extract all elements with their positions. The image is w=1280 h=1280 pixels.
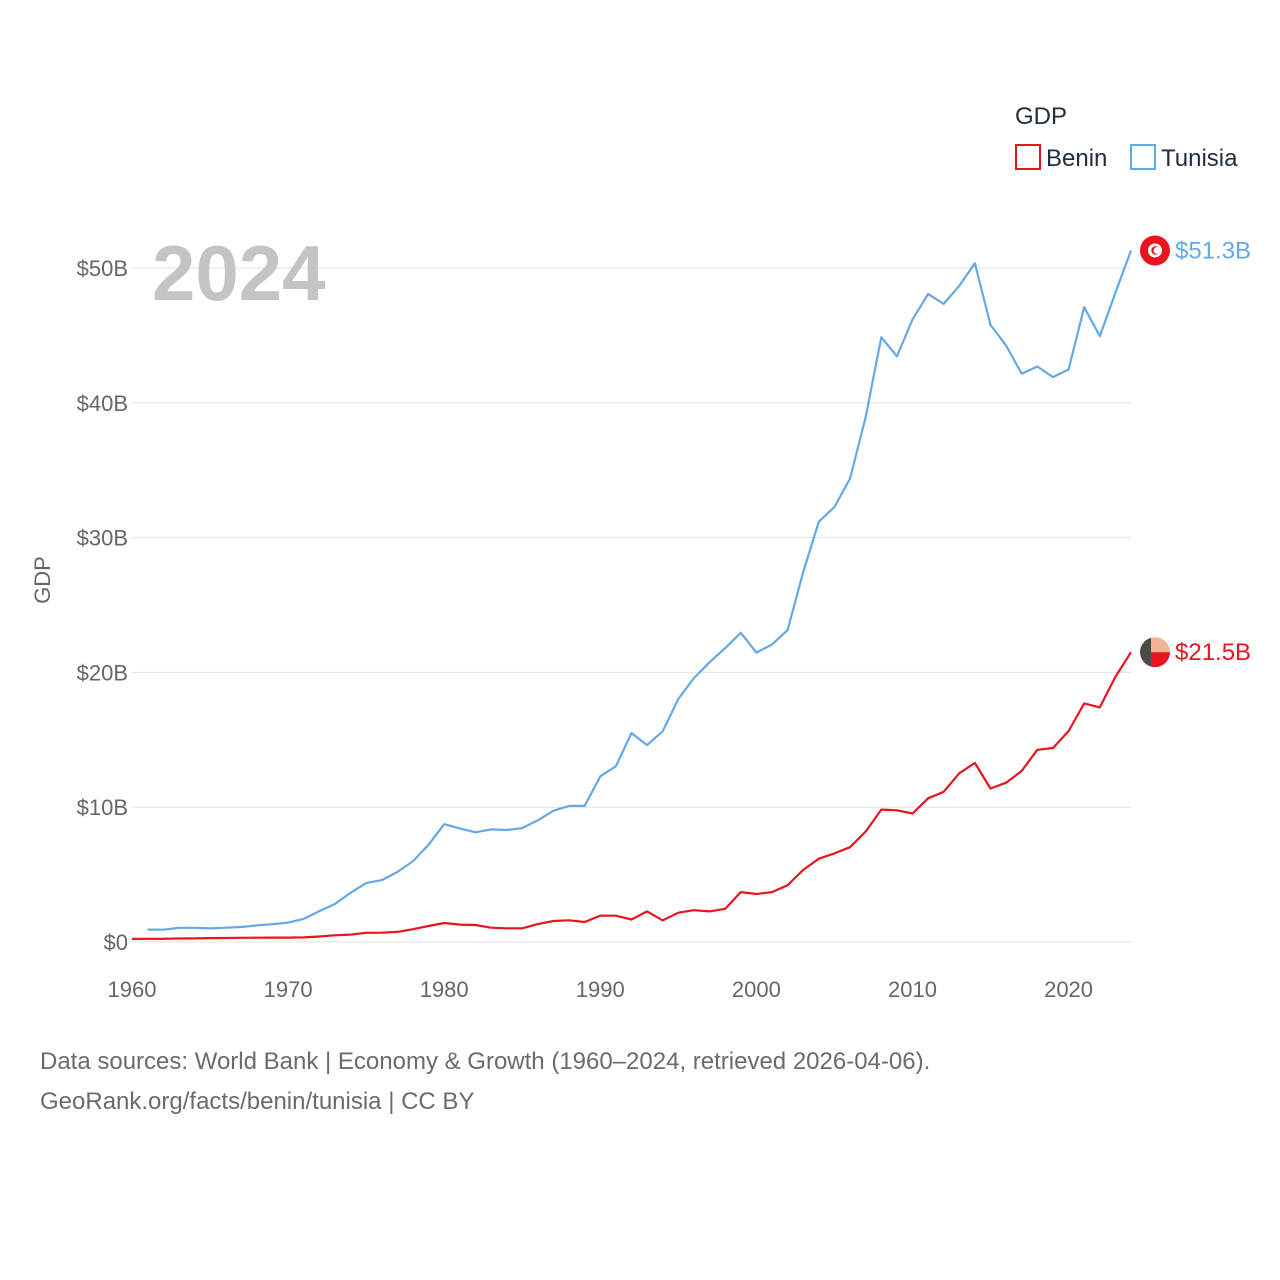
x-tick-label: 2010 xyxy=(888,977,937,1002)
data-sources-note: Data sources: World Bank | Economy & Gro… xyxy=(40,1048,931,1075)
y-tick-label: $50B xyxy=(77,256,128,281)
footer: Data sources: World Bank | Economy & Gro… xyxy=(40,1042,930,1122)
series-line-benin[interactable] xyxy=(131,651,1132,941)
gridlines xyxy=(132,267,1131,943)
legend: GDP Benin Tunisia xyxy=(1015,103,1238,172)
gdp-line-chart: $0 $10B $20B $30B $40B $50B 1960 1970 1980 1990 2… xyxy=(30,103,1251,1002)
y-tick-label: $20B xyxy=(77,660,128,685)
end-label-tunisia: $51.3B xyxy=(1175,237,1251,264)
legend-label-tunisia[interactable]: Tunisia xyxy=(1161,145,1238,172)
y-tick-label: $30B xyxy=(77,526,128,551)
x-tick-label: 2020 xyxy=(1044,977,1093,1002)
y-axis-ticks: $0 $10B $20B $30B $40B $50B xyxy=(77,256,128,955)
legend-label-benin[interactable]: Benin xyxy=(1046,145,1107,172)
x-tick-label: 1960 xyxy=(108,977,157,1002)
x-tick-label: 2000 xyxy=(732,977,781,1002)
tunisia-flag-icon xyxy=(1140,235,1170,266)
x-tick-label: 1970 xyxy=(264,977,313,1002)
end-label-benin: $21.5B xyxy=(1175,639,1251,666)
legend-swatch-tunisia[interactable] xyxy=(1130,144,1156,170)
credit-link[interactable]: GeoRank.org/facts/benin/tunisia | CC BY xyxy=(40,1088,475,1115)
benin-flag-icon xyxy=(1140,637,1170,668)
y-tick-label: $10B xyxy=(77,795,128,820)
y-axis-title: GDP xyxy=(30,556,55,604)
year-label: 2024 xyxy=(152,229,326,317)
y-tick-label: $40B xyxy=(77,391,128,416)
series-lines xyxy=(131,250,1133,941)
x-axis-ticks: 1960 1970 1980 1990 2000 2010 2020 xyxy=(108,977,1094,1002)
x-tick-label: 1990 xyxy=(576,977,625,1002)
legend-title: GDP xyxy=(1015,103,1067,130)
x-tick-label: 1980 xyxy=(420,977,469,1002)
y-tick-label: $0 xyxy=(104,930,128,955)
series-line-tunisia[interactable] xyxy=(147,250,1133,931)
legend-swatch-benin[interactable] xyxy=(1015,144,1041,170)
